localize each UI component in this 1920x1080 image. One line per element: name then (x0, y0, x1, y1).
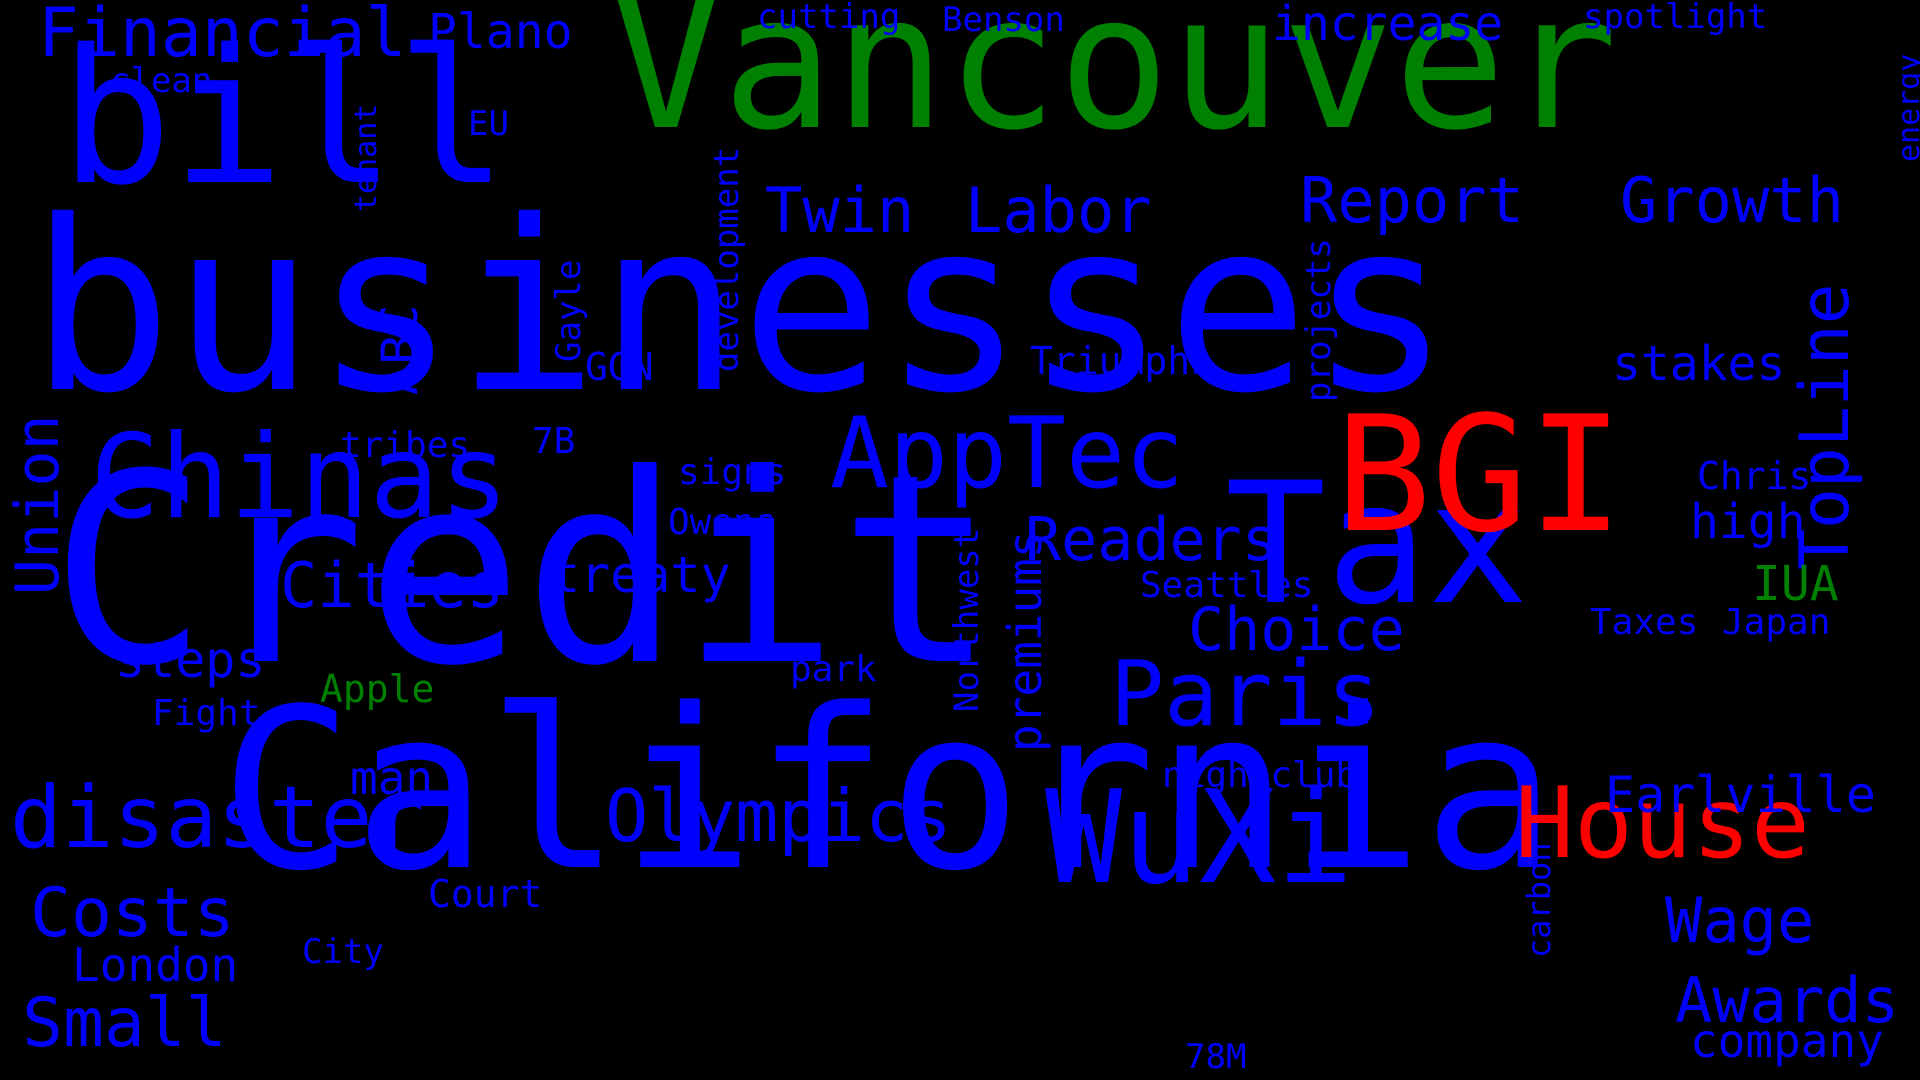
word-labor: Labor (965, 174, 1152, 247)
word-eu: EU (468, 104, 509, 144)
word-earlville: Earlville (1605, 766, 1876, 824)
word-carbon: carbon (1520, 842, 1558, 958)
word-energy: energy (1892, 53, 1920, 162)
word-78m: 78M (1185, 1037, 1247, 1077)
word-northwest: Northwest (947, 527, 987, 712)
word-nightclub: nightclub (1162, 755, 1358, 796)
word-iua: IUA (1752, 556, 1839, 612)
word-increase: increase (1272, 0, 1504, 52)
word-premiums: premiums (998, 530, 1052, 752)
word-apptec: AppTec (830, 397, 1185, 511)
word-clean: clean (110, 61, 213, 101)
word-tribes: tribes (340, 425, 471, 466)
word-treaty: treaty (550, 546, 731, 604)
word-japan: Japan (1722, 602, 1831, 643)
word-california: California (220, 662, 1557, 920)
word-paris: Paris (1110, 642, 1381, 747)
word-stakes: stakes (1612, 336, 1786, 392)
word-wage: Wage (1665, 884, 1815, 957)
word-awards: Awards (1675, 964, 1899, 1037)
word-seattles: Seattles (1140, 565, 1314, 606)
word-london: London (72, 938, 239, 992)
word-abc: ABC (371, 304, 429, 395)
word-cutting: cutting (757, 0, 901, 37)
word-bill: bill (60, 9, 508, 226)
word-cities: Cities (280, 549, 504, 622)
word-chinas: Chinas (90, 410, 510, 545)
word-tenant: tenant (349, 103, 384, 212)
word-development: development (707, 146, 747, 372)
word-court: Court (428, 872, 543, 916)
word-apple: Apple (320, 667, 435, 711)
word-7b: 7B (532, 421, 576, 462)
word-bgi: BGI (1335, 381, 1624, 568)
word-plano: Plano (428, 4, 573, 60)
word-small: Small (22, 984, 227, 1063)
word-financial: Financial (38, 0, 407, 73)
word-vancouver: Vancouver (610, 0, 1618, 171)
word-twin: Twin (765, 174, 915, 247)
word-chris: Chris (1697, 454, 1812, 498)
word-choice: Choice (1188, 595, 1405, 665)
word-union: Union (3, 414, 73, 595)
word-tax: Tax (1225, 446, 1529, 642)
word-house: House (1515, 767, 1811, 881)
word-disaster: disaster (10, 768, 425, 868)
word-company: company (1690, 1014, 1884, 1068)
word-city: City (302, 932, 384, 972)
word-readers: Readers (1025, 505, 1278, 575)
word-taxes: Taxes (1590, 602, 1699, 643)
word-high: high (1690, 494, 1806, 550)
word-signs: signs (678, 452, 787, 493)
word-benson: Benson (942, 0, 1065, 40)
word-steps: steps (115, 631, 266, 689)
word-triumphs: Triumphs (1030, 339, 1214, 383)
word-park: park (790, 649, 877, 690)
word-olympics: Olympics (605, 774, 952, 858)
word-projects: projects (1299, 238, 1339, 402)
word-ggn: GGN (585, 345, 654, 389)
word-wuxi: WuXi (1045, 764, 1354, 913)
word-growth: Growth (1620, 164, 1844, 237)
word-report: Report (1300, 164, 1524, 237)
word-man: man (350, 751, 434, 805)
word-costs: Costs (30, 874, 235, 953)
word-owens: Owens (668, 502, 777, 543)
word-spotlight: spotlight (1583, 0, 1768, 37)
word-businesses: businesses (30, 170, 1451, 445)
word-gayle: Gayle (549, 259, 589, 362)
word-fight: Fight (152, 693, 261, 734)
word-credit: Credit (50, 418, 997, 723)
